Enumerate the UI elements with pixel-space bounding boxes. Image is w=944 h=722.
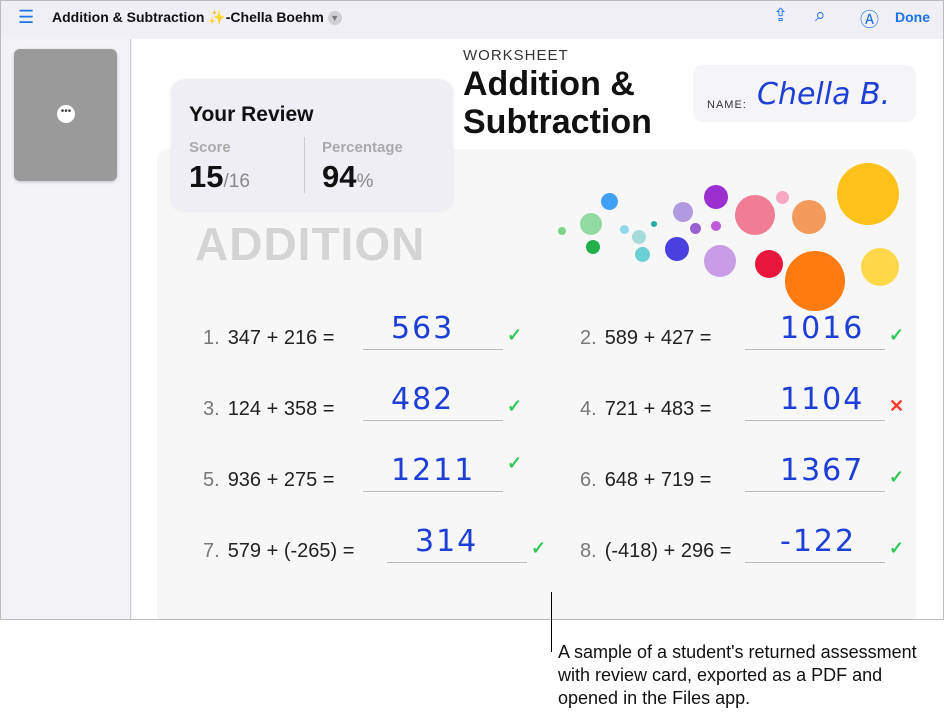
decorative-dot: [580, 213, 602, 235]
checkmark-icon: ✓: [507, 453, 523, 473]
decorative-dot: [689, 222, 701, 234]
checkmark-icon: ✓: [507, 325, 523, 345]
x-mark-icon: ✕: [889, 396, 905, 416]
section-heading: ADDITION: [195, 218, 426, 270]
decorative-dot: [785, 251, 845, 311]
callout-line: [551, 592, 552, 652]
decorative-dot: [837, 163, 899, 225]
checkmark-icon: ✓: [889, 325, 905, 345]
decorative-dot: [704, 245, 736, 277]
percentage-label: Percentage: [322, 139, 403, 156]
decorative-dot: [665, 237, 689, 261]
list-icon[interactable]: ☰: [18, 7, 35, 27]
page-thumbnail[interactable]: •••: [14, 49, 117, 181]
divider: [304, 137, 305, 193]
answer-line: [363, 491, 503, 492]
handwritten-answer: 1367: [780, 453, 865, 488]
thumbnail-sidebar: •••: [1, 39, 131, 619]
review-title: Your Review: [189, 103, 314, 126]
score-label: Score: [189, 139, 231, 156]
search-icon[interactable]: ⌕: [815, 5, 826, 26]
answer-line: [363, 420, 503, 421]
checkmark-icon: ✓: [531, 538, 547, 558]
name-label: NAME:: [707, 99, 747, 111]
checkmark-icon: ✓: [889, 538, 905, 558]
answer-line: [745, 562, 885, 563]
name-card: NAME: Chella B.: [693, 65, 916, 122]
decorative-dot: [586, 240, 600, 254]
answer-line: [745, 491, 885, 492]
toolbar: ☰ Addition & Subtraction ✨-Chella Boehm ▼…: [1, 1, 943, 39]
document-page: WORKSHEET Addition & Subtraction NAME: C…: [132, 39, 943, 619]
handwritten-answer: 482: [391, 382, 455, 417]
decorative-dot: [711, 221, 721, 231]
decorative-dot: [558, 227, 566, 235]
markup-icon[interactable]: Ⓐ: [860, 10, 880, 31]
decorative-dot: [735, 195, 775, 235]
decorative-dot: [600, 192, 618, 210]
decorative-dot: [632, 230, 646, 244]
document-title: Addition & Subtraction ✨-Chella Boehm: [52, 9, 324, 25]
handwritten-answer: 1016: [780, 311, 865, 346]
done-button[interactable]: Done: [895, 9, 930, 25]
name-value: Chella B.: [757, 77, 891, 112]
answer-line: [387, 562, 527, 563]
handwritten-answer: 563: [391, 311, 455, 346]
review-card: Your Review Score 15/16 Percentage 94%: [171, 79, 453, 210]
problems-panel: ADDITION 1. 347 + 216 = 563 ✓ 2. 589 + 427 …: [157, 149, 916, 619]
answer-line: [363, 349, 503, 350]
decorative-dot: [673, 202, 693, 222]
checkmark-icon: ✓: [889, 467, 905, 487]
answer-line: [745, 349, 885, 350]
share-icon[interactable]: ⇪: [773, 5, 789, 25]
decorative-dot: [704, 185, 728, 209]
worksheet-label: WORKSHEET: [463, 47, 569, 64]
decorative-dot: [792, 200, 826, 234]
more-icon[interactable]: •••: [57, 105, 75, 123]
decorative-dot: [651, 221, 657, 227]
answer-line: [745, 420, 885, 421]
decorative-dot: [861, 248, 899, 286]
chevron-down-icon[interactable]: ▼: [327, 11, 342, 25]
handwritten-answer: 314: [415, 524, 479, 559]
handwritten-answer: 1104: [780, 382, 865, 417]
worksheet-title: Addition & Subtraction: [463, 65, 652, 141]
ipad-screen: ☰ Addition & Subtraction ✨-Chella Boehm ▼…: [0, 0, 944, 620]
score-value: 15/16: [189, 159, 250, 194]
percentage-value: 94%: [322, 159, 374, 194]
handwritten-answer: -122: [780, 524, 857, 559]
decorative-dot: [619, 224, 629, 234]
handwritten-answer: 1211: [391, 453, 476, 488]
decorative-dot: [755, 250, 783, 278]
caption: A sample of a student's returned assessm…: [558, 642, 917, 708]
document-title-menu[interactable]: Addition & Subtraction ✨-Chella Boehm ▼: [52, 9, 342, 26]
checkmark-icon: ✓: [507, 396, 523, 416]
decorative-dot: [775, 190, 789, 204]
decorative-dot: [634, 246, 650, 262]
